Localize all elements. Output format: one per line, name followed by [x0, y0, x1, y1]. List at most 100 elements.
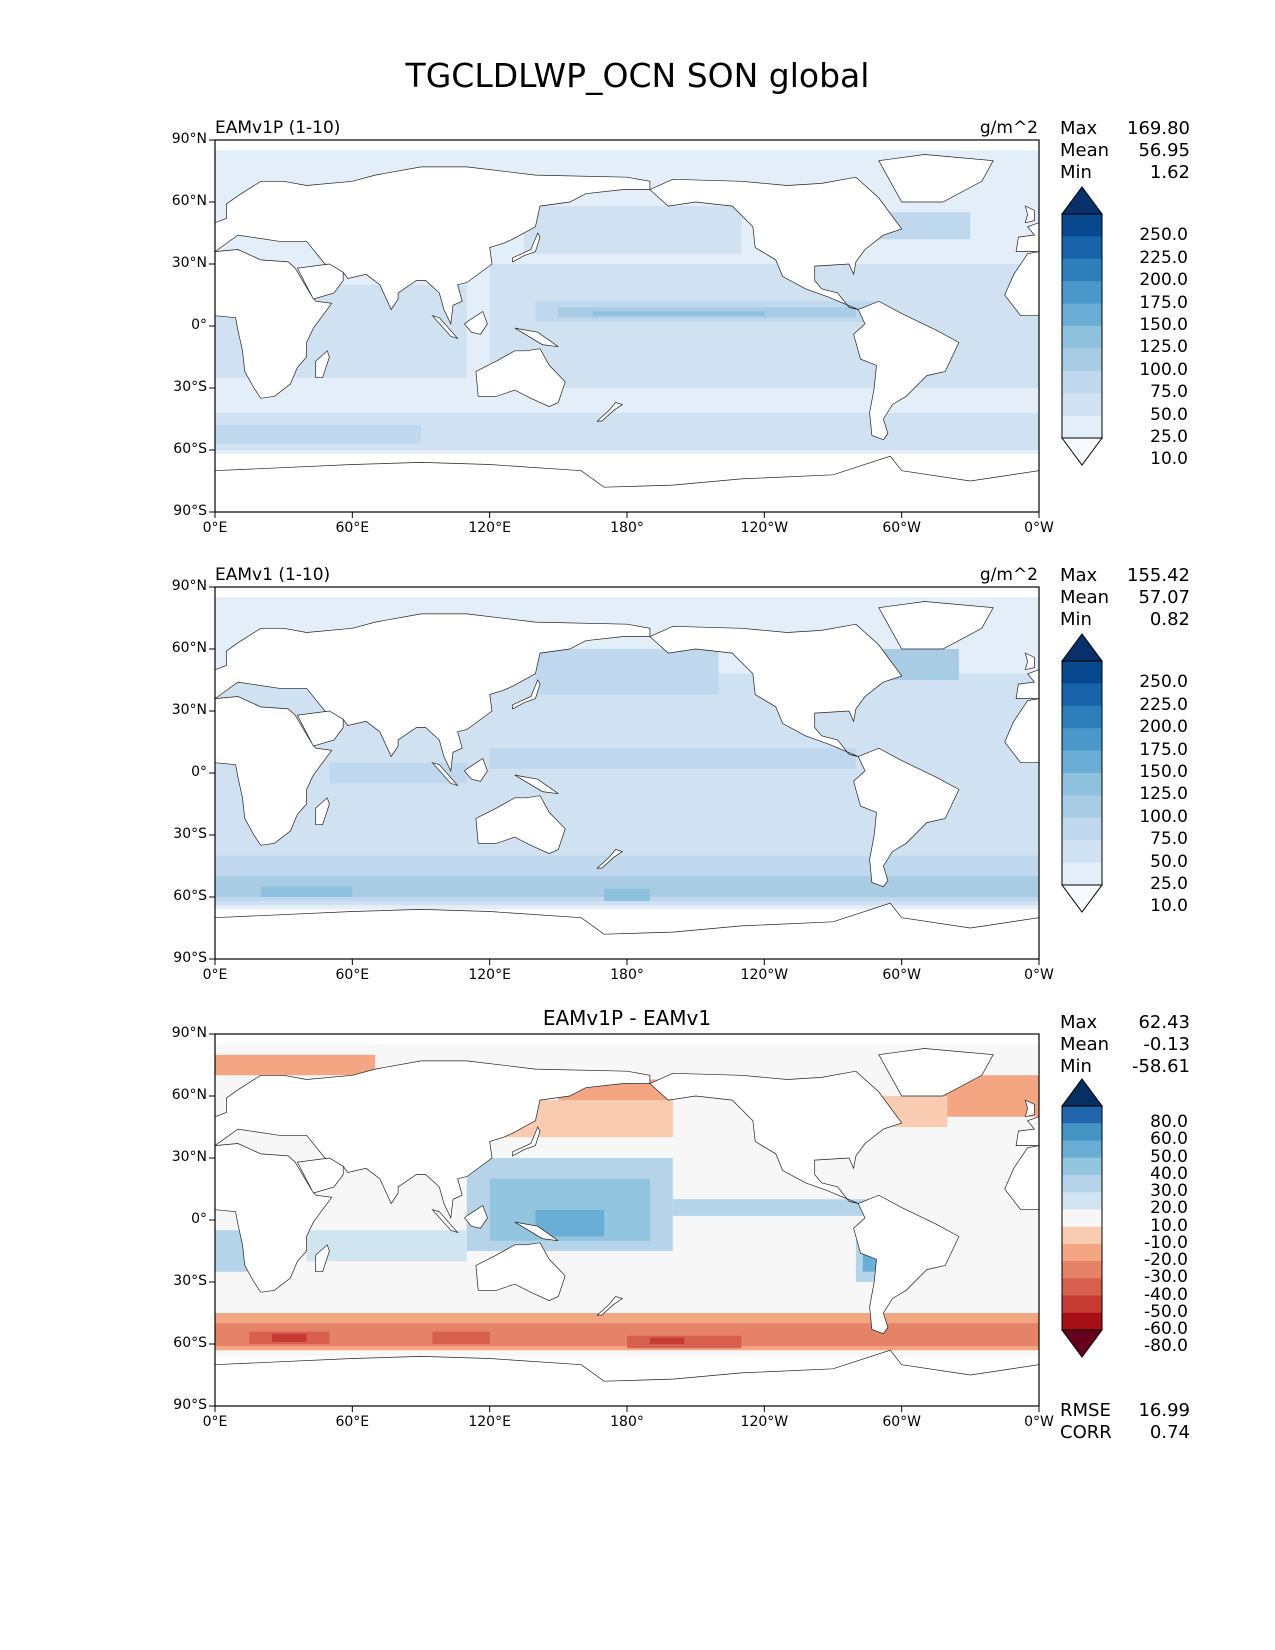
map-plot	[209, 586, 1040, 965]
colorbar-frame	[1061, 660, 1103, 886]
ytick-label: 60°N	[171, 640, 207, 656]
coastline-arabia	[296, 710, 344, 747]
colorbar-swatch	[1062, 1226, 1102, 1245]
page-title: TGCLDLWP_OCN SON global	[405, 56, 870, 95]
colorbar-tick-label: -60.0	[1144, 1319, 1188, 1339]
ytick-label: 30°S	[173, 826, 207, 842]
stat-label: Max	[1060, 565, 1098, 586]
stat-label: RMSE	[1060, 1400, 1111, 1421]
coastline-australia	[475, 795, 566, 854]
coastline-s-america	[853, 747, 960, 888]
colorbar-swatch	[1062, 1140, 1102, 1159]
colorbar-tick-label: 10.0	[1150, 1215, 1188, 1236]
colorbar-swatch	[1062, 840, 1102, 864]
chart-panel-1: EAMv1P (1-10) g/m^2 90°N 60°N 30°N 0° 30°S 60°S…	[0, 118, 1275, 558]
colorbar-tick-label: 150.0	[1139, 315, 1188, 335]
ytick-label: 30°N	[171, 255, 207, 271]
stat-min: Min 0.82	[1060, 609, 1190, 631]
map-plot	[209, 1033, 1040, 1412]
xtick-label: 0°E	[202, 520, 228, 536]
coastline-madagascar	[315, 350, 330, 379]
stat-value: 0.82	[1149, 609, 1190, 630]
stat-mean: Mean -0.13	[1060, 1034, 1190, 1056]
xtick-label: 0°W	[1024, 967, 1054, 983]
colorbar-swatch	[1062, 281, 1102, 305]
coastline-australia	[475, 1242, 566, 1301]
chart-panel-2: EAMv1 (1-10) g/m^2 90°N 60°N 30°N 0° 30°S 60°S 9…	[0, 565, 1275, 1005]
colorbar-swatch	[1062, 1209, 1102, 1228]
stat-label: Mean	[1060, 140, 1110, 161]
map-area	[209, 139, 1040, 518]
colorbar-tick-label: 100.0	[1139, 359, 1188, 380]
colorbar-swatch	[1062, 773, 1102, 796]
stat-corr: CORR 0.74	[1060, 1422, 1190, 1444]
colorbar-tick-label: 10.0	[1150, 449, 1188, 470]
colorbar-tick-label: -40.0	[1144, 1284, 1188, 1305]
coastline-new-zealand	[596, 1296, 624, 1316]
coastline-europe-asia	[214, 1060, 651, 1220]
coastline-sumatra	[431, 315, 459, 340]
stat-value: 56.95	[1138, 140, 1190, 161]
map-area	[209, 1033, 1040, 1412]
coastline-new-guinea	[514, 1221, 559, 1242]
colorbar-swatch	[1062, 795, 1102, 819]
stat-value: 62.43	[1138, 1012, 1190, 1033]
coastline-new-guinea	[514, 327, 559, 348]
stats-block: Max 169.80 Mean 56.95 Min 1.62	[1060, 118, 1190, 184]
colorbar-tick-label: 50.0	[1150, 404, 1188, 425]
coastline-sumatra	[431, 1209, 459, 1234]
stat-rmse: RMSE 16.99	[1060, 1400, 1190, 1422]
colorbar-tick-label: 125.0	[1139, 337, 1188, 358]
stat-value: -58.61	[1131, 1056, 1190, 1077]
colorbar-extend-top	[1061, 633, 1103, 662]
coastline-borneo	[464, 757, 488, 782]
panel-title: EAMv1 (1-10)	[215, 565, 331, 585]
colorbar-swatch	[1062, 415, 1102, 439]
colorbar-swatch	[1062, 1174, 1102, 1193]
coastline-europe-asia	[214, 613, 651, 773]
colorbar-swatch	[1062, 1243, 1102, 1262]
stat-max: Max 62.43	[1060, 1012, 1190, 1034]
coastline-s-america	[853, 1194, 960, 1335]
contour-band-5	[489, 748, 856, 769]
colorbar-frame	[1061, 213, 1103, 439]
coastline-borneo	[464, 1204, 488, 1229]
xtick-label: 60°E	[335, 1414, 370, 1430]
colorbar-tick-label: 50.0	[1150, 1146, 1188, 1167]
coastline-n-america	[649, 176, 903, 310]
colorbar-swatch	[1062, 370, 1102, 394]
colorbar-swatch	[1062, 1157, 1102, 1176]
xtick-label: 0°E	[202, 1414, 228, 1430]
coastline-antarctica	[214, 902, 1040, 960]
xtick-label: 120°W	[740, 520, 789, 536]
colorbar-extend-bottom	[1061, 1329, 1103, 1358]
map-plot	[209, 139, 1040, 518]
coastline-uk	[1024, 652, 1035, 671]
colorbar-extend-top	[1061, 1078, 1103, 1107]
colorbar-swatch	[1062, 1312, 1102, 1331]
ytick-label: 90°S	[173, 950, 207, 966]
colorbar-swatch	[1062, 393, 1102, 417]
contour-band-21	[306, 1230, 467, 1262]
colorbar-swatch	[1062, 683, 1102, 707]
colorbar-extend-top	[1061, 186, 1103, 215]
contour-band-3	[215, 1323, 1039, 1347]
colorbar-tick-label: 250.0	[1139, 225, 1188, 246]
colorbar-tick-label: -20.0	[1144, 1250, 1188, 1271]
stat-mean: Mean 57.07	[1060, 587, 1190, 609]
coastline-japan	[512, 232, 541, 263]
colorbar-swatch	[1062, 817, 1102, 841]
colorbar-tick-label: -10.0	[1144, 1232, 1188, 1253]
coastline-new-zealand	[596, 849, 624, 869]
units-label: g/m^2	[979, 118, 1038, 138]
stat-max: Max 155.42	[1060, 565, 1190, 587]
colorbar-frame	[1061, 1105, 1103, 1331]
colorbar-swatch	[1062, 1192, 1102, 1210]
coastline-borneo	[464, 310, 488, 335]
stat-value: 57.07	[1138, 587, 1190, 608]
coastline-greenland	[878, 601, 994, 650]
ytick-label: 90°N	[171, 1025, 207, 1041]
colorbar-swatch	[1062, 1106, 1102, 1124]
stat-value: 155.42	[1127, 565, 1190, 586]
colorbar-tick-label: 40.0	[1150, 1163, 1188, 1184]
